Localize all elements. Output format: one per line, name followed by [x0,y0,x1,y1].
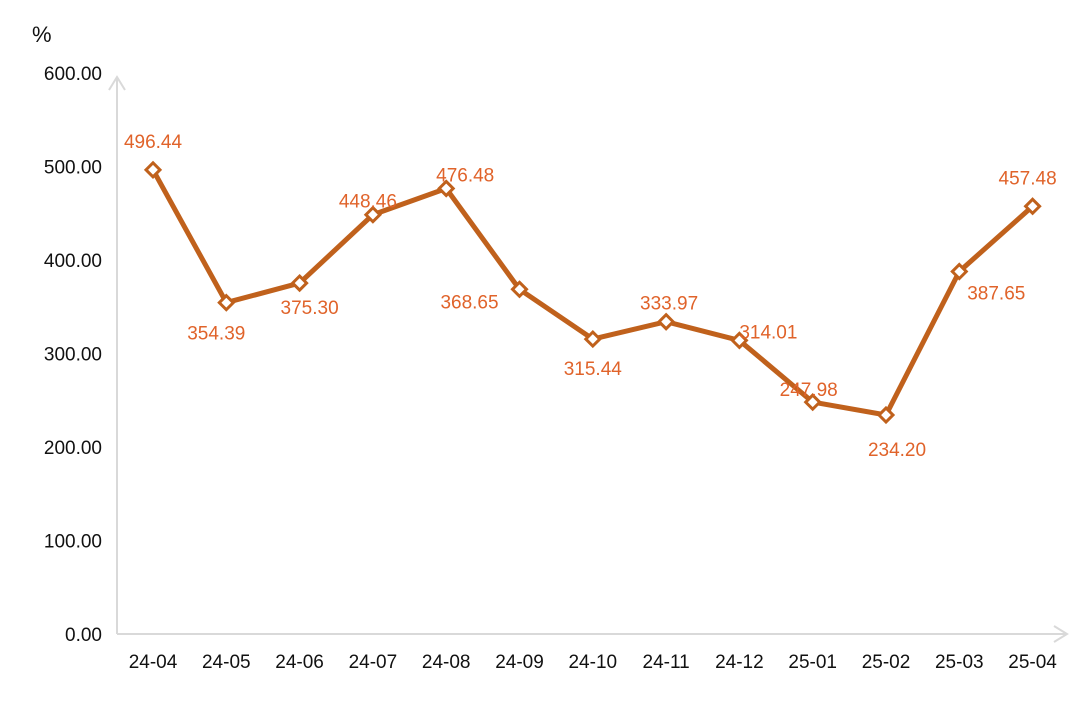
y-tick-label: 600.00 [44,64,102,85]
x-tick-label: 25-01 [788,652,837,673]
data-point-marker [803,393,822,412]
data-label: 247.98 [780,380,838,401]
x-tick-label: 24-12 [715,652,764,673]
data-label: 315.44 [564,359,623,380]
x-tick-label: 24-04 [129,652,178,673]
data-labels: 496.44 354.39 375.30 448.46 476.48 368.65 315.… [124,132,1057,461]
data-point-marker [290,273,309,293]
x-tick-label: 25-03 [935,652,984,673]
data-label: 333.97 [640,294,698,315]
data-label: 368.65 [440,292,498,313]
x-tick-label: 24-05 [202,652,251,673]
x-tick-label: 24-06 [275,652,324,673]
y-tick-label: 400.00 [44,251,102,272]
y-tick-label: 200.00 [44,438,102,459]
x-tick-label: 24-10 [568,652,617,673]
data-label: 387.65 [967,284,1025,305]
data-point-marker [143,160,163,179]
x-tick-label: 24-11 [643,652,690,673]
data-point-marker [950,262,969,281]
y-tick-label: 500.00 [44,158,102,179]
y-axis-unit-label: % [32,22,52,47]
data-point-marker [656,312,676,331]
x-tick-labels: 24-04 24-05 24-06 24-07 24-08 24-09 24-10 24-11… [129,652,1058,673]
y-tick-label: 100.00 [44,532,102,553]
data-markers [143,160,1042,425]
data-label: 496.44 [124,132,183,153]
data-point-marker [1023,197,1042,216]
x-tick-label: 24-08 [422,652,471,673]
data-label: 314.01 [739,322,797,343]
data-label: 234.20 [868,440,926,461]
data-label: 457.48 [999,168,1057,189]
x-tick-label: 24-07 [349,652,398,673]
y-axis-arrow-icon [108,75,126,91]
data-point-marker [583,329,602,349]
data-point-marker [363,205,383,224]
x-tick-label: 25-02 [862,652,911,673]
y-tick-label: 300.00 [44,345,102,366]
x-axis-arrow-icon [1053,625,1069,643]
data-point-marker [510,280,529,299]
data-point-marker [730,331,749,350]
data-point-marker [217,293,236,312]
data-label: 448.46 [339,192,397,213]
data-label: 375.30 [281,298,339,319]
data-point-marker [876,405,896,425]
data-point-marker [437,179,456,198]
data-label: 354.39 [187,324,245,345]
data-label: 476.48 [436,165,494,186]
axes [108,75,1069,643]
x-tick-label: 24-09 [495,652,544,673]
y-tick-label: 0.00 [65,625,102,646]
x-tick-label: 25-04 [1008,652,1057,673]
y-tick-labels: 0.00 100.00 200.00 300.00 400.00 500.00 600.00 [44,64,102,646]
